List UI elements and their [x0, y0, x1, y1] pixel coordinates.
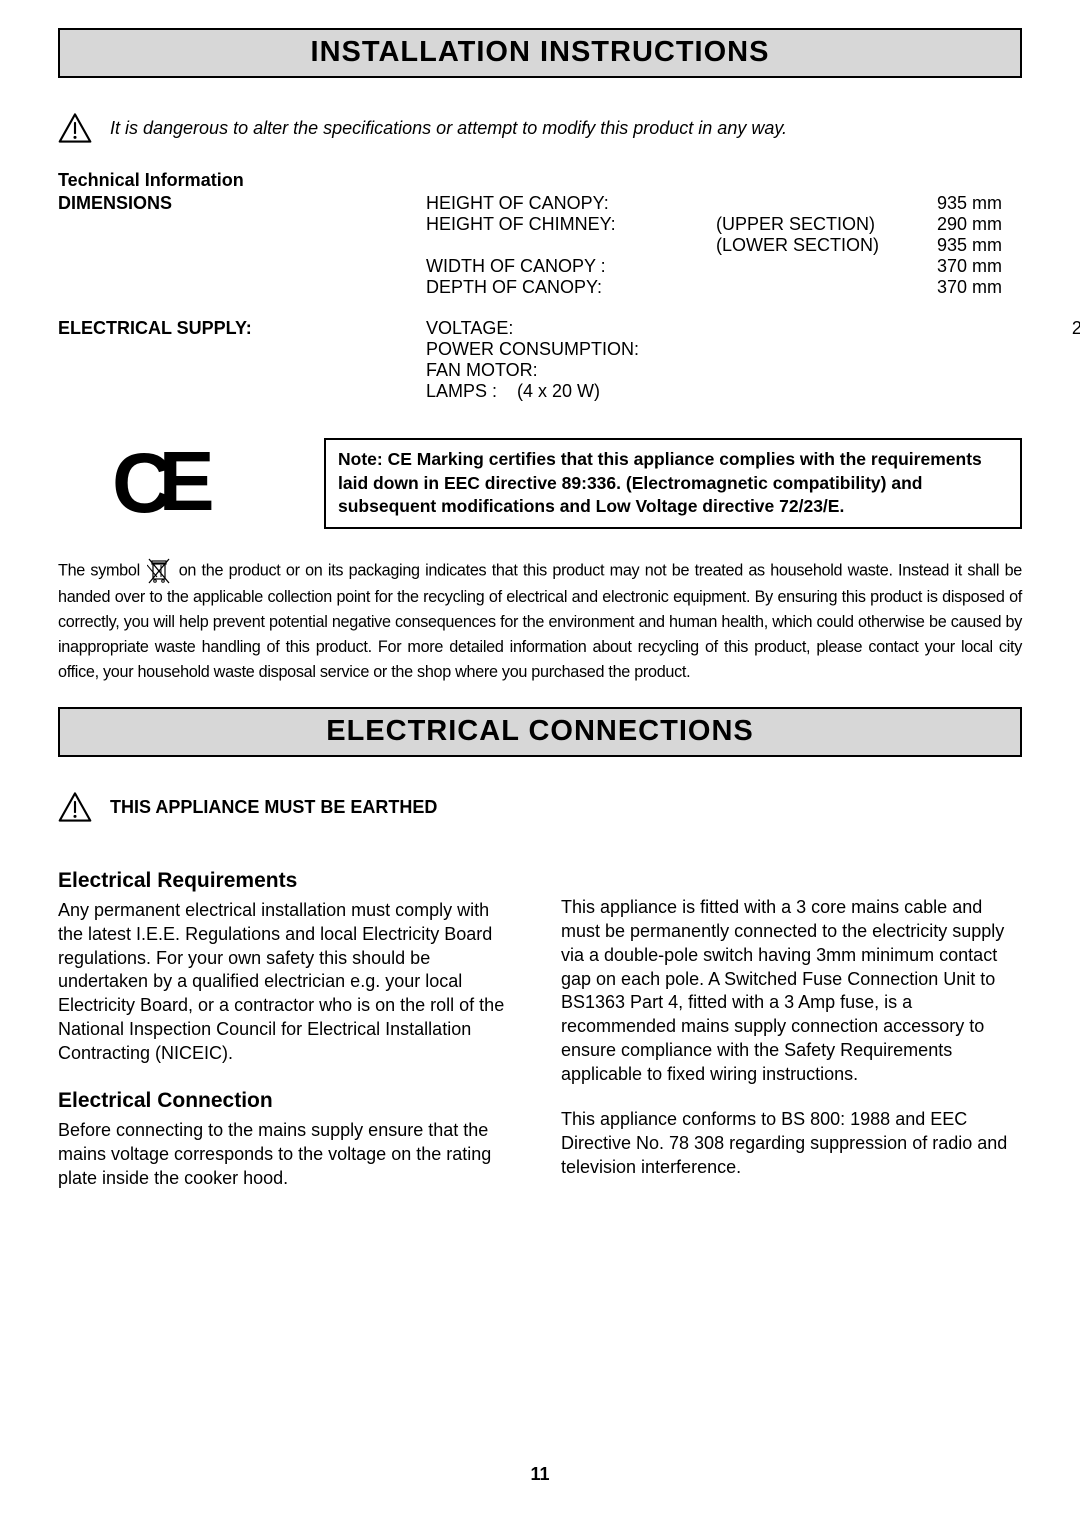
ce-mark-icon: CE — [58, 441, 300, 525]
spec-row: LAMPS : (4 x 20 W) 80 W — [426, 381, 1080, 402]
spec-row: HEIGHT OF CANOPY: 935 mm — [426, 193, 1022, 214]
electrical-connection-heading: Electrical Connection — [58, 1087, 519, 1115]
spec-qual — [716, 339, 916, 360]
spec-qual: (UPPER SECTION) — [716, 214, 916, 235]
banner-installation: INSTALLATION INSTRUCTIONS — [58, 28, 1022, 78]
column-left: Electrical Requirements Any permanent el… — [58, 867, 519, 1212]
dimensions-label: DIMENSIONS — [58, 193, 426, 298]
ce-row: CE Note: CE Marking certifies that this … — [58, 438, 1022, 529]
weee-pre: The symbol — [58, 561, 145, 579]
spec-qual — [716, 256, 916, 277]
spec-val: 80 W — [916, 381, 1080, 402]
right-para-1: This appliance is fitted with a 3 core m… — [561, 896, 1022, 1086]
spec-name: FAN MOTOR: — [426, 360, 716, 381]
spec-val: 410 W — [916, 339, 1080, 360]
warning-icon — [58, 791, 92, 823]
spec-qual — [716, 318, 916, 339]
spec-row: VOLTAGE: 220-240 V 50Hz — [426, 318, 1080, 339]
spec-qual — [716, 193, 916, 214]
page-number: 11 — [0, 1464, 1080, 1485]
spec-row: HEIGHT OF CHIMNEY: (UPPER SECTION) 290 m… — [426, 214, 1022, 235]
banner-electrical: ELECTRICAL CONNECTIONS — [58, 707, 1022, 757]
spec-row: POWER CONSUMPTION: 410 W — [426, 339, 1080, 360]
spec-row: FAN MOTOR: 330 W — [426, 360, 1080, 381]
spec-val: 220-240 V 50Hz — [916, 318, 1080, 339]
spec-name: VOLTAGE: — [426, 318, 716, 339]
spec-val: 290 mm — [916, 214, 1002, 235]
spec-name: HEIGHT OF CHIMNEY: — [426, 214, 716, 235]
spec-val: 370 mm — [916, 256, 1002, 277]
electrical-requirements-para: Any permanent electrical installation mu… — [58, 899, 519, 1065]
earthed-text: THIS APPLIANCE MUST BE EARTHED — [110, 797, 437, 818]
spec-name: LAMPS : (4 x 20 W) — [426, 381, 716, 402]
spec-name: POWER CONSUMPTION: — [426, 339, 716, 360]
spec-row: (LOWER SECTION) 935 mm — [426, 235, 1022, 256]
right-para-2: This appliance conforms to BS 800: 1988 … — [561, 1108, 1022, 1179]
spec-val: 330 W — [916, 360, 1080, 381]
spec-val: 935 mm — [916, 193, 1002, 214]
weee-post: on the product or on its packaging indic… — [58, 561, 1022, 681]
columns: Electrical Requirements Any permanent el… — [58, 867, 1022, 1212]
spec-name: DEPTH OF CANOPY: — [426, 277, 716, 298]
dimensions-block: DIMENSIONS HEIGHT OF CANOPY: 935 mm HEIG… — [58, 193, 1022, 298]
electrical-supply-label: ELECTRICAL SUPPLY: — [58, 318, 426, 402]
earthed-row: THIS APPLIANCE MUST BE EARTHED — [58, 791, 1022, 823]
warning-icon — [58, 112, 92, 144]
warning-text: It is dangerous to alter the specificati… — [110, 118, 787, 139]
spec-val: 935 mm — [916, 235, 1002, 256]
electrical-connection-para: Before connecting to the mains supply en… — [58, 1119, 519, 1190]
spec-qual: (LOWER SECTION) — [716, 235, 916, 256]
electrical-supply-block: ELECTRICAL SUPPLY: VOLTAGE: 220-240 V 50… — [58, 318, 1022, 402]
banner-electrical-title: ELECTRICAL CONNECTIONS — [326, 715, 753, 747]
spec-name: HEIGHT OF CANOPY: — [426, 193, 716, 214]
technical-info-heading: Technical Information — [58, 170, 1022, 191]
spec-val: 370 mm — [916, 277, 1002, 298]
spec-qual — [716, 381, 916, 402]
ce-note-box: Note: CE Marking certifies that this app… — [324, 438, 1022, 529]
crossed-bin-icon — [147, 557, 171, 585]
column-right: This appliance is fitted with a 3 core m… — [561, 867, 1022, 1212]
spec-name — [426, 235, 716, 256]
banner-installation-title: INSTALLATION INSTRUCTIONS — [311, 36, 770, 68]
spec-row: WIDTH OF CANOPY : 370 mm — [426, 256, 1022, 277]
spec-qual — [716, 360, 916, 381]
electrical-requirements-heading: Electrical Requirements — [58, 867, 519, 895]
spec-row: DEPTH OF CANOPY: 370 mm — [426, 277, 1022, 298]
spec-name: WIDTH OF CANOPY : — [426, 256, 716, 277]
warning-row: It is dangerous to alter the specificati… — [58, 112, 1022, 144]
weee-paragraph: The symbol on the product or on its pack… — [58, 557, 1022, 685]
spec-qual — [716, 277, 916, 298]
